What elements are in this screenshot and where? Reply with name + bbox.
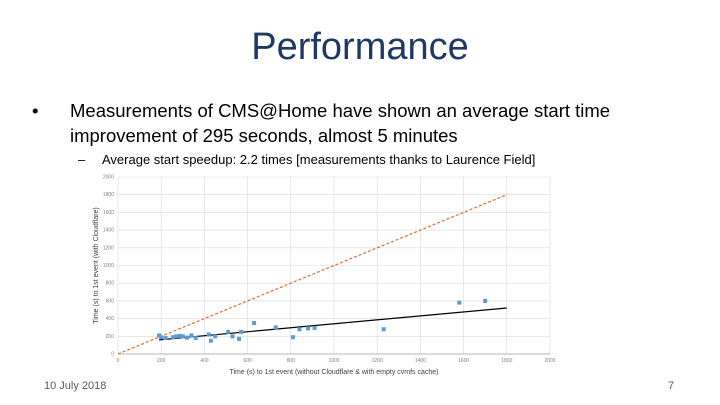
reference-line bbox=[117, 194, 508, 355]
sub-bullet-dash-icon: – bbox=[78, 152, 86, 167]
x-tick-label-4: 800 bbox=[287, 358, 296, 364]
data-point-10 bbox=[206, 332, 211, 337]
chart-ticks: 0 200 400 600 800 1000 1200 1400 1600 1800 2000 0 20… bbox=[103, 175, 556, 365]
y-tick-label-4: 800 bbox=[106, 281, 115, 287]
data-point-20 bbox=[297, 327, 302, 332]
x-tick-label-6: 1200 bbox=[372, 358, 383, 364]
page-number: 7 bbox=[668, 380, 675, 392]
data-point-25 bbox=[483, 298, 488, 303]
sub-bullet-text: Average start speedup: 2.2 times [measur… bbox=[102, 152, 536, 167]
bullet-point: • Measurements of CMS@Home have shown an… bbox=[32, 98, 672, 148]
data-point-19 bbox=[290, 335, 295, 340]
bullet-text: Measurements of CMS@Home have shown an a… bbox=[70, 100, 611, 146]
data-point-16 bbox=[239, 329, 244, 334]
chart-lines bbox=[117, 194, 508, 355]
footer-date: 10 July 2018 bbox=[44, 380, 107, 392]
data-point-0 bbox=[157, 333, 162, 338]
x-tick-label-7: 1400 bbox=[415, 358, 426, 364]
y-tick-label-10: 2000 bbox=[103, 175, 114, 181]
data-point-8 bbox=[189, 333, 194, 338]
data-point-5 bbox=[177, 333, 182, 338]
x-axis-label: Time (s) to 1st event (without Cloudflar… bbox=[229, 369, 438, 376]
data-point-14 bbox=[230, 334, 235, 339]
y-tick-label-1: 200 bbox=[106, 334, 115, 340]
data-point-3 bbox=[171, 335, 176, 340]
data-point-4 bbox=[174, 334, 179, 339]
data-point-6 bbox=[180, 334, 185, 339]
y-tick-label-7: 1400 bbox=[103, 228, 114, 234]
y-tick-label-0: 0 bbox=[111, 352, 114, 358]
data-point-24 bbox=[457, 300, 462, 305]
data-point-1 bbox=[159, 335, 164, 340]
y-tick-label-3: 600 bbox=[106, 298, 115, 304]
data-point-2 bbox=[163, 336, 168, 341]
y-tick-label-8: 1600 bbox=[103, 210, 114, 216]
y-axis-label: Time (s) to 1st event (with Cloudflare) bbox=[93, 207, 100, 323]
data-point-15 bbox=[236, 336, 241, 341]
x-tick-label-10: 2000 bbox=[544, 358, 555, 364]
y-tick-label-2: 400 bbox=[106, 316, 115, 322]
data-point-13 bbox=[226, 329, 231, 334]
x-tick-label-9: 1800 bbox=[501, 358, 512, 364]
x-tick-label-8: 1600 bbox=[458, 358, 469, 364]
x-tick-label-5: 1000 bbox=[328, 358, 339, 364]
x-tick-label-0: 0 bbox=[117, 358, 120, 364]
sub-bullet: – Average start speedup: 2.2 times [meas… bbox=[78, 152, 698, 167]
data-point-18 bbox=[273, 325, 278, 330]
y-tick-label-6: 1200 bbox=[103, 245, 114, 251]
data-point-9 bbox=[193, 336, 198, 341]
scatter-chart: 0 200 400 600 800 1000 1200 1400 1600 1800 2000 0 20… bbox=[93, 175, 556, 377]
data-point-21 bbox=[306, 326, 311, 331]
chart-grid bbox=[117, 176, 551, 355]
data-point-17 bbox=[252, 321, 257, 326]
data-point-12 bbox=[213, 334, 218, 339]
trend-line bbox=[158, 307, 507, 341]
y-tick-label-9: 1800 bbox=[103, 192, 114, 198]
data-point-7 bbox=[185, 335, 190, 340]
slide-title: Performance bbox=[251, 26, 469, 68]
data-point-23 bbox=[381, 327, 386, 332]
x-tick-label-3: 600 bbox=[243, 358, 252, 364]
y-tick-label-5: 1000 bbox=[103, 263, 114, 269]
bullet-dot-icon: • bbox=[32, 100, 39, 121]
chart-points bbox=[157, 298, 488, 343]
data-point-22 bbox=[312, 325, 317, 330]
data-point-11 bbox=[208, 338, 213, 343]
x-tick-label-1: 200 bbox=[157, 358, 166, 364]
x-tick-label-2: 400 bbox=[200, 358, 209, 364]
